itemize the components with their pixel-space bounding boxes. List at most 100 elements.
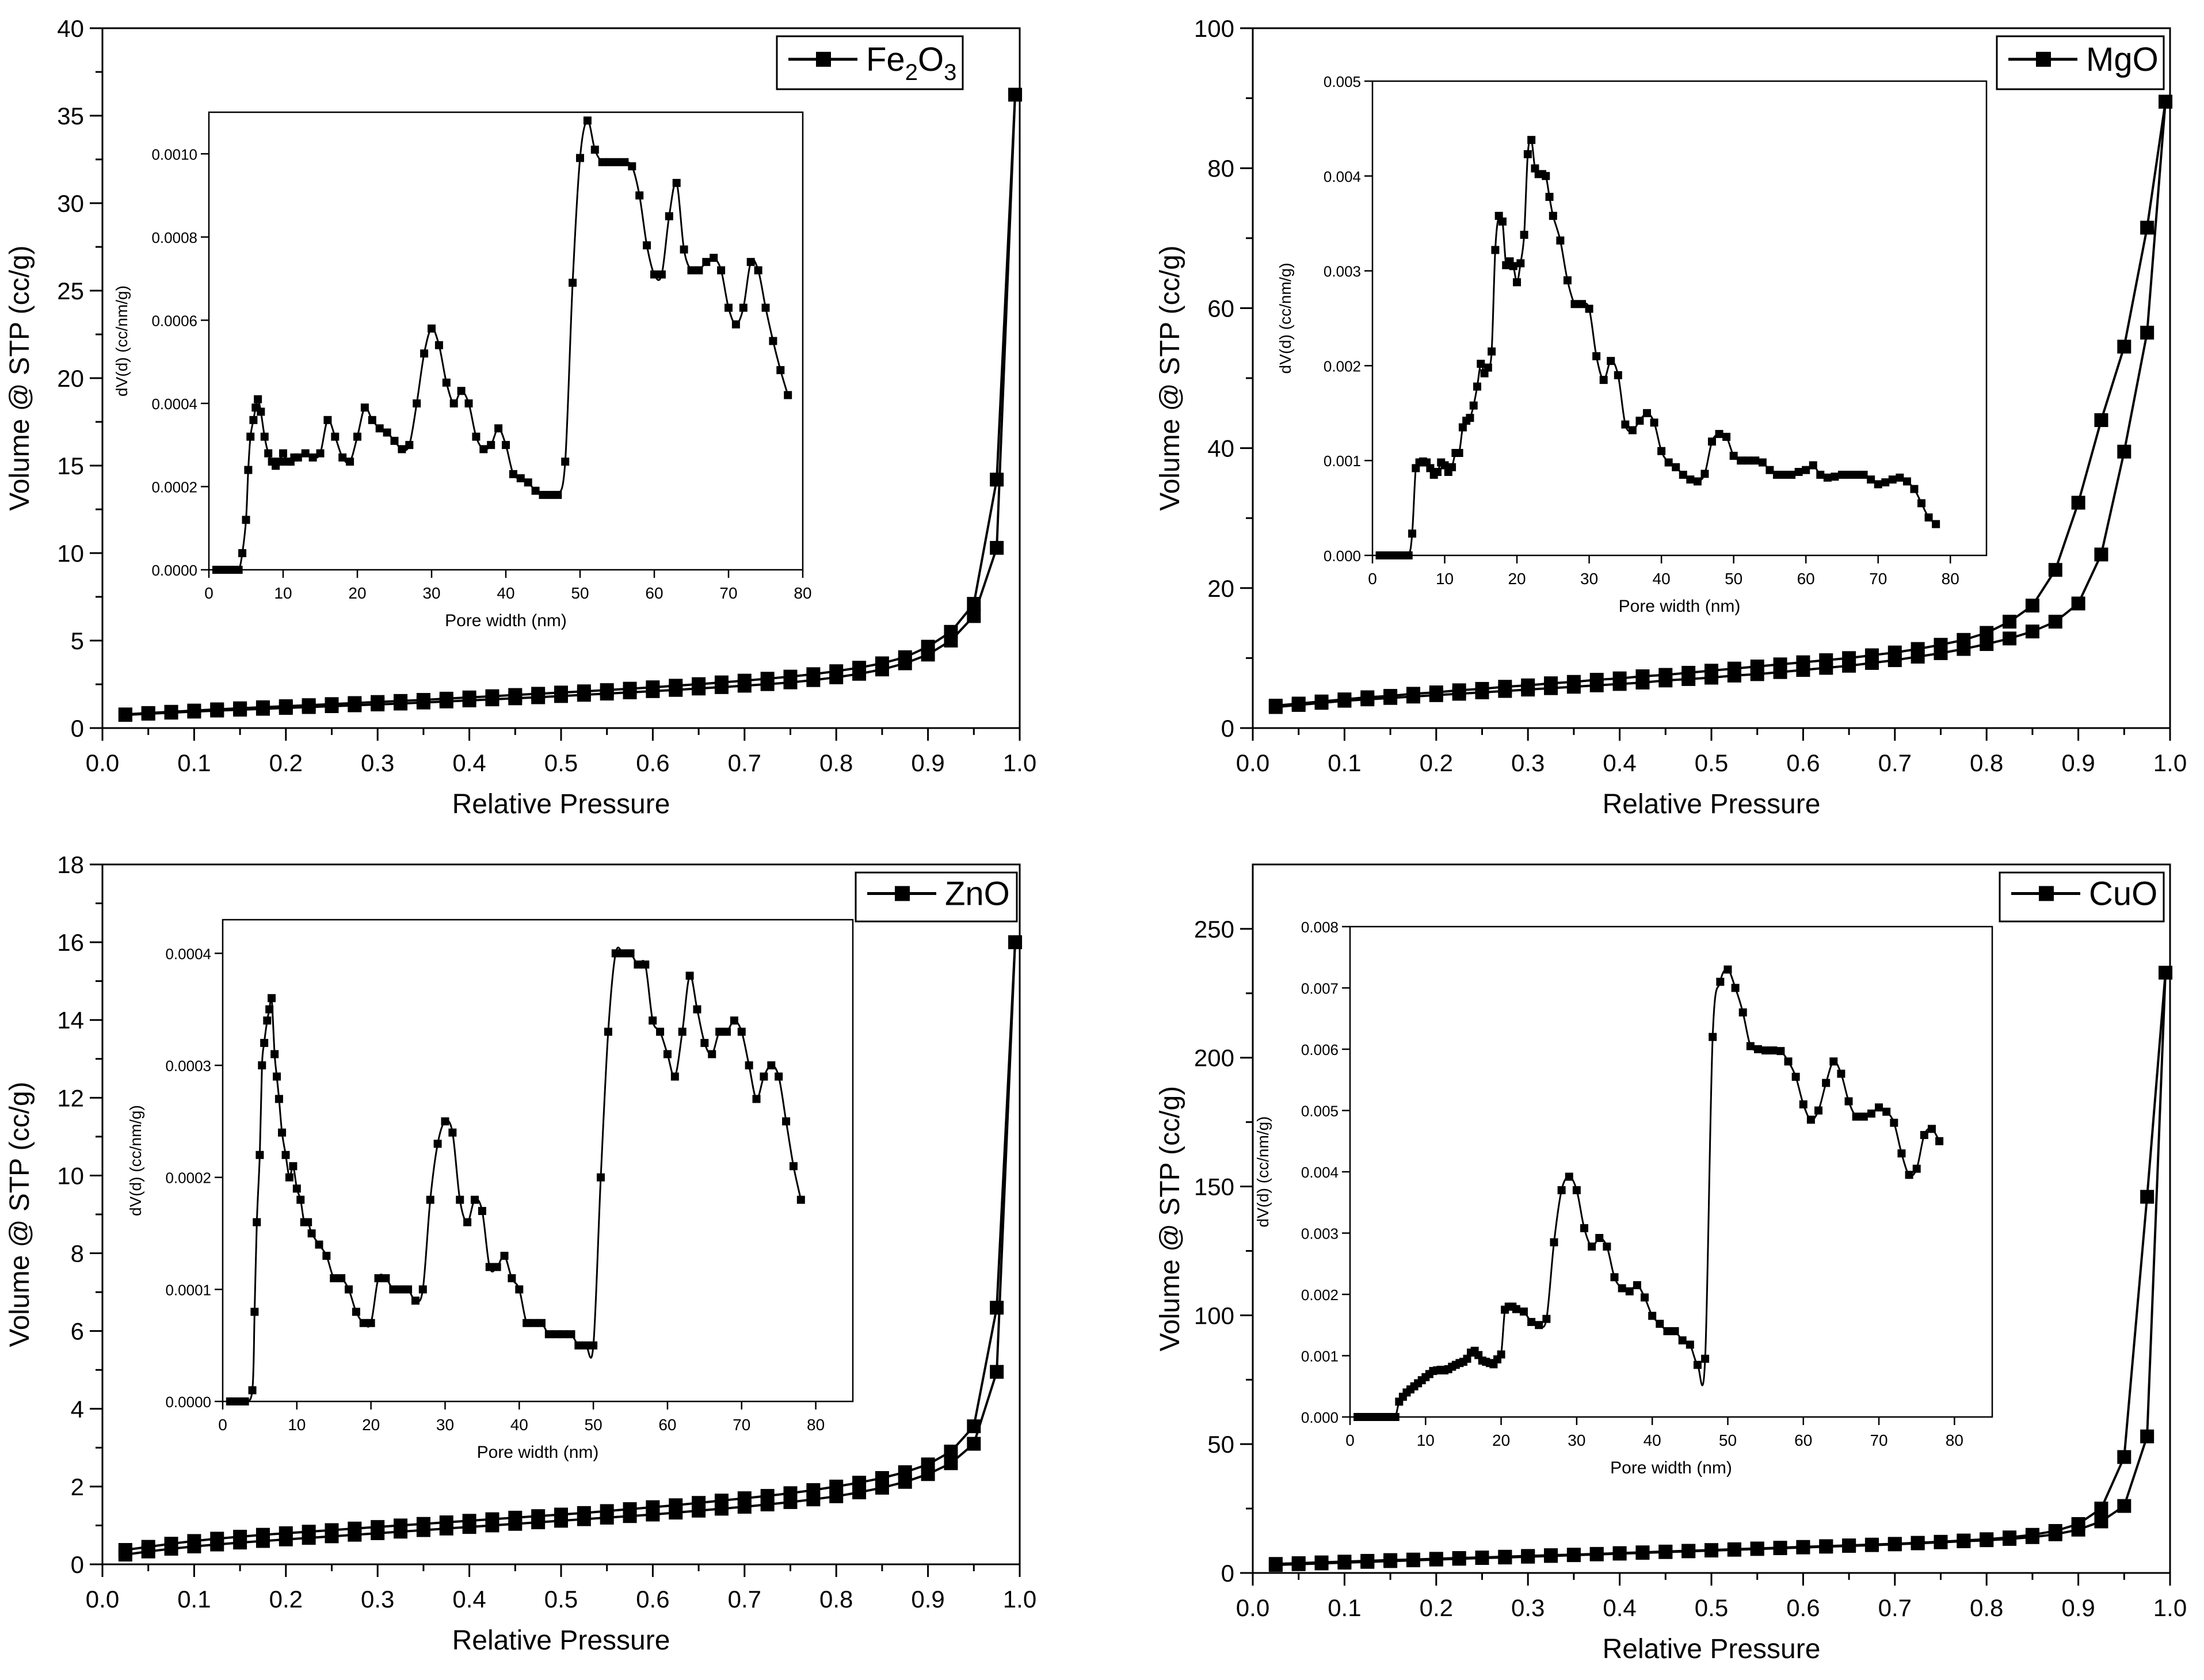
inset-y-axis-label: dV(d) (cc/nm/g) <box>1254 1117 1272 1228</box>
inset-data-point <box>670 1072 679 1081</box>
data-point-desorption <box>118 1543 132 1557</box>
data-point-desorption <box>1934 638 1948 652</box>
inset-data-point <box>1408 529 1417 538</box>
data-point-desorption <box>623 681 637 696</box>
inset-data-point <box>567 1330 575 1339</box>
inset-data-point <box>275 458 284 466</box>
inset-data-point <box>559 1330 568 1339</box>
inset-data-point <box>263 1016 272 1025</box>
y-tick-label: 0 <box>71 715 84 742</box>
inset-data-point <box>1556 236 1565 245</box>
inset-data-point <box>457 387 466 395</box>
inset-data-point <box>1488 347 1496 356</box>
inset-data-point <box>1550 1238 1558 1247</box>
inset-data-point <box>569 279 577 287</box>
inset-data-point <box>433 1140 442 1148</box>
inset-x-tick-label: 80 <box>807 1416 825 1434</box>
inset-data-point <box>253 1218 261 1226</box>
data-point-desorption <box>439 1515 453 1530</box>
inset-data-point <box>1513 278 1522 287</box>
inset-data-point <box>296 1195 305 1204</box>
data-point-desorption <box>737 673 752 688</box>
data-point-desorption <box>279 699 293 713</box>
data-point-desorption <box>669 1498 683 1513</box>
series-line-desorption <box>125 942 1016 1551</box>
inset-data-point <box>1520 230 1528 239</box>
inset-data-point <box>487 441 495 449</box>
x-tick-label: 0.9 <box>2061 749 2095 776</box>
data-point-desorption <box>1475 1551 1489 1565</box>
x-tick-label: 0.5 <box>544 1586 578 1613</box>
data-point-desorption <box>164 1537 178 1551</box>
inset-data-point <box>583 116 592 125</box>
inset-data-point <box>248 1386 257 1395</box>
x-tick-label: 1.0 <box>2153 1594 2187 1621</box>
x-tick-label: 0.4 <box>1603 1594 1636 1621</box>
inset-data-point <box>1570 300 1579 308</box>
inset-data-point <box>256 1151 264 1159</box>
inset-data-point <box>680 245 688 254</box>
inset-data-point <box>1912 1164 1921 1173</box>
data-point-desorption <box>1819 653 1833 668</box>
data-point-adsorption <box>2094 547 2108 562</box>
inset-data-point <box>515 1285 524 1294</box>
data-point-desorption <box>485 689 499 703</box>
inset-data-point <box>700 1039 709 1047</box>
inset-data-point <box>479 445 488 454</box>
inset-data-point <box>574 1341 583 1350</box>
y-tick-label: 50 <box>1207 1431 1234 1458</box>
data-point-desorption <box>416 1517 430 1531</box>
y-axis-label: Volume @ STP (cc/g) <box>1155 1086 1185 1351</box>
y-tick-label: 10 <box>57 1162 84 1189</box>
x-tick-label: 1.0 <box>2153 749 2187 776</box>
data-point-desorption <box>1635 669 1650 684</box>
legend-marker <box>895 886 910 901</box>
inset-data-point <box>1809 461 1817 470</box>
inset-data-point <box>345 1285 353 1294</box>
x-tick-label: 0.7 <box>728 1586 761 1613</box>
data-point-desorption <box>1291 1557 1306 1571</box>
inset-data-point <box>338 453 347 462</box>
inset-data-point <box>270 1050 279 1058</box>
data-point-desorption <box>577 1506 591 1520</box>
inset-data-point <box>769 337 777 345</box>
inset-data-point <box>1512 1305 1520 1313</box>
inset-data-point <box>530 1319 539 1327</box>
inset-data-point <box>307 1229 316 1238</box>
inset-y-tick-label: 0.0001 <box>165 1281 211 1298</box>
data-point-desorption <box>1796 1540 1810 1555</box>
inset-y-tick-label: 0.003 <box>1301 1225 1339 1243</box>
inset-data-point <box>472 432 481 441</box>
data-point-desorption <box>2048 563 2062 577</box>
data-point-desorption <box>1819 1540 1833 1554</box>
inset-y-tick-label: 0.0004 <box>151 395 197 413</box>
inset-data-point <box>383 428 391 437</box>
inset-data-point <box>1643 409 1652 417</box>
series-line-desorption <box>125 94 1016 716</box>
data-point-desorption <box>852 661 867 675</box>
x-axis-label: Relative Pressure <box>452 789 670 820</box>
inset-data-point <box>1599 376 1608 384</box>
inset-data-point <box>330 1274 338 1282</box>
data-point-desorption <box>2025 1530 2039 1544</box>
inset-y-tick-label: 0.0004 <box>165 945 211 962</box>
x-tick-label: 0.9 <box>2061 1594 2095 1621</box>
legend-box <box>855 871 1018 923</box>
inset-x-tick-label: 50 <box>585 1416 603 1434</box>
inset-y-axis-label: dV(d) (cc/nm/g) <box>1276 263 1294 374</box>
inset-x-tick-label: 60 <box>1794 1431 1812 1449</box>
data-point-desorption <box>1887 645 1902 660</box>
x-tick-label: 0.0 <box>1236 749 1269 776</box>
inset-data-point <box>656 1027 665 1036</box>
data-point-desorption <box>1429 1552 1443 1567</box>
x-tick-label: 0.6 <box>1786 1594 1820 1621</box>
legend-label: MgO <box>2086 41 2159 78</box>
inset-data-point <box>554 490 562 499</box>
data-point-desorption <box>1360 690 1375 704</box>
inset-data-point <box>531 486 540 495</box>
x-tick-label: 0.9 <box>911 749 944 776</box>
y-tick-label: 250 <box>1194 916 1234 943</box>
inset-x-tick-label: 10 <box>1417 1431 1435 1449</box>
data-point-desorption <box>1406 687 1420 701</box>
inset-data-point <box>405 441 414 449</box>
